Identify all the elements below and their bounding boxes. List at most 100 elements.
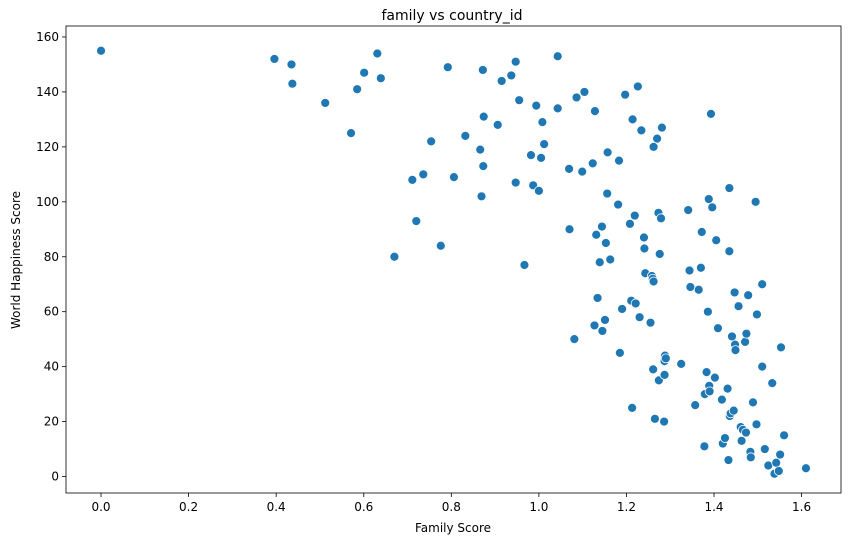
data-point [286,59,297,70]
y-axis-ticks: 0 20 40 60 80 100 120 140 160 [36,30,66,484]
data-point [389,251,400,262]
data-point [720,433,730,443]
data-point [320,98,331,108]
y-axis-label: World Happiness Score [9,191,23,329]
data-point [659,369,670,380]
data-point [745,452,756,463]
data-point [407,174,418,185]
y-tick-label: 60 [44,305,59,319]
data-point [411,216,422,226]
x-tick-label: 1.4 [704,500,723,514]
x-tick-label: 0.6 [354,500,373,514]
data-point [478,111,489,122]
data-point [630,298,641,309]
data-point [597,221,607,232]
y-tick-label: 140 [36,85,59,99]
data-point [592,293,603,303]
data-point [693,284,704,295]
data-point [627,402,638,413]
data-point [591,229,602,240]
data-point [629,210,640,221]
data-point [614,347,625,358]
data-point [564,224,575,235]
data-point [537,117,548,128]
x-axis-ticks: 0.0 0.2 0.4 0.6 0.8 1.0 1.2 1.4 1.6 [91,493,811,514]
data-point [359,67,370,78]
data-point [685,282,696,292]
data-point [724,183,735,193]
data-point [590,106,600,117]
x-tick-label: 0.8 [442,500,461,514]
data-point [750,196,761,207]
data-point [775,449,786,460]
data-point [539,139,550,150]
data-point [741,427,751,438]
data-point [587,158,598,169]
data-point [743,290,754,301]
data-point [751,419,762,430]
data-point [589,320,600,331]
data-point [531,100,542,111]
data-point [477,65,488,75]
data-point [773,466,784,476]
data-point [704,386,715,397]
data-point [684,265,695,276]
x-tick-label: 1.2 [617,500,636,514]
data-point [779,430,789,441]
data-point [577,166,588,177]
x-tick-label: 0.0 [91,500,110,514]
data-point [733,301,744,312]
data-point [659,416,670,427]
data-point [435,240,446,251]
data-point [701,367,712,378]
data-point [713,323,723,334]
data-point [426,136,437,147]
data-point [442,62,453,73]
data-point [652,133,662,144]
x-tick-label: 1.0 [529,500,548,514]
data-point [676,358,687,369]
data-point [727,331,737,342]
data-point [519,260,530,270]
data-point [614,155,624,166]
data-point [722,383,733,394]
data-point [690,400,701,410]
data-point [602,147,613,158]
data-point [602,188,613,199]
x-tick-label: 0.4 [267,500,286,514]
data-point [287,78,298,89]
data-point [730,345,741,356]
data-point [660,353,671,364]
y-tick-label: 0 [51,470,59,484]
data-point [418,169,429,180]
data-point [594,257,605,268]
data-point [710,372,720,383]
data-point [699,441,710,452]
data-point [571,92,582,103]
data-point [657,122,667,133]
data-point [372,48,383,59]
data-point [620,89,631,100]
data-point [748,397,758,408]
data-point [552,51,563,62]
y-tick-label: 100 [36,195,59,209]
data-point [648,364,659,375]
data-point [636,125,647,136]
data-point [696,227,707,237]
y-tick-label: 40 [44,360,59,374]
data-point [269,54,280,64]
data-point [706,109,716,119]
data-point [617,304,627,314]
data-point [650,413,660,424]
data-point [695,262,706,273]
data-point [683,205,694,215]
points-layer [96,45,811,479]
data-point [600,238,611,248]
data-point [771,457,782,468]
data-point [475,144,486,155]
data-point [703,194,714,204]
data-point [776,342,786,353]
data-point [639,232,649,243]
